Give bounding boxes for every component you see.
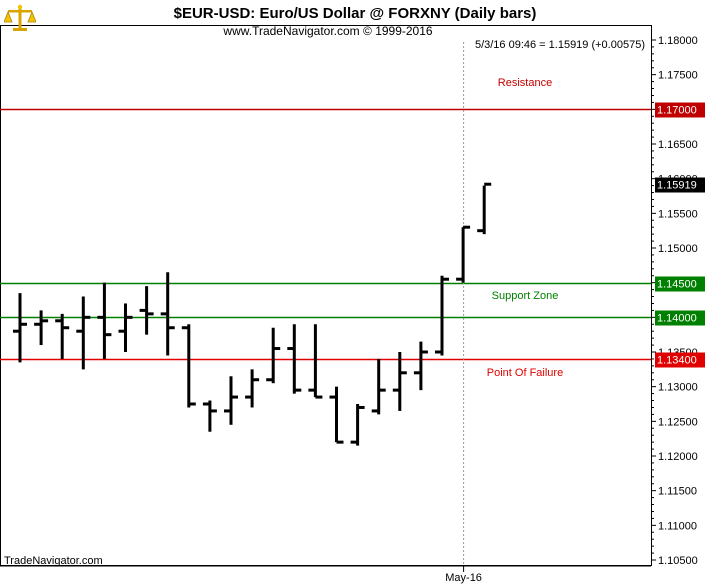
x-tick-label: May-16	[445, 572, 482, 584]
level-name: Point Of Failure	[487, 367, 563, 379]
ohlc-bar	[287, 324, 302, 394]
ohlc-bar	[266, 327, 281, 384]
price-readout: 5/3/16 09:46 = 1.15919 (+0.00575)	[475, 39, 645, 51]
y-tick-label: 1.10500	[658, 555, 698, 567]
level-labels: 1.17000 1.14500 1.14000 1.13400 1.15919	[655, 102, 705, 368]
price-bars	[13, 182, 492, 446]
ohlc-bar	[329, 386, 344, 444]
y-tick-label: 1.13000	[658, 382, 698, 394]
y-tick-label: 1.15000	[658, 243, 698, 255]
ohlc-bar	[413, 341, 428, 391]
chart-title: $EUR-USD: Euro/US Dollar @ FORXNY (Daily…	[174, 5, 537, 22]
ohlc-bar	[202, 400, 217, 432]
last-price-label: 1.15919	[657, 180, 697, 192]
ohlc-bar	[139, 286, 154, 335]
y-tick-label: 1.12500	[658, 416, 698, 428]
level-value-label: 1.13400	[657, 355, 697, 367]
ohlc-bar	[13, 293, 27, 363]
y-tick-label: 1.18000	[658, 35, 698, 47]
ohlc-bar	[224, 376, 238, 425]
y-tick-label: 1.15500	[658, 208, 698, 220]
ohlc-bar	[245, 369, 260, 408]
ohlc-bar	[350, 404, 365, 446]
last-price-box	[655, 177, 705, 193]
x-axis: May-16	[445, 566, 482, 584]
chart-subtitle: www.TradeNavigator.com © 1999-2016	[222, 24, 432, 38]
ohlc-bar	[34, 310, 49, 346]
level-value-label: 1.17000	[657, 105, 697, 117]
level-value-box	[655, 352, 705, 368]
ohlc-bar	[371, 358, 386, 415]
level-value-label: 1.14500	[657, 279, 697, 291]
ohlc-bar	[160, 272, 175, 356]
scales-logo-icon	[4, 4, 36, 31]
y-tick-label: 1.17500	[658, 70, 698, 82]
ohlc-bar	[181, 324, 196, 408]
level-value-box	[655, 102, 705, 118]
level-value-box	[655, 276, 705, 292]
ohlc-bar	[76, 296, 91, 370]
ohlc-bar	[477, 182, 492, 235]
ohlc-bar	[308, 324, 323, 399]
ohlc-bar	[97, 282, 112, 359]
ohlc-bar	[55, 313, 70, 359]
ohlc-bar	[435, 275, 449, 356]
level-value-label: 1.14000	[657, 313, 697, 325]
y-tick-label: 1.11500	[658, 486, 697, 498]
y-tick-label: 1.11000	[658, 520, 697, 532]
ohlc-bar	[392, 352, 407, 411]
ohlc-bar	[456, 225, 471, 283]
ohlc-bar	[118, 303, 133, 352]
level-name: Resistance	[498, 77, 552, 89]
level-name: Support Zone	[492, 290, 559, 302]
y-tick-label: 1.16500	[658, 139, 698, 151]
level-value-box	[655, 310, 705, 326]
level-lines: Resistance Support Zone Point Of Failure	[0, 77, 651, 379]
footer-brand: TradeNavigator.com	[4, 555, 103, 567]
y-tick-label: 1.12000	[658, 451, 698, 463]
